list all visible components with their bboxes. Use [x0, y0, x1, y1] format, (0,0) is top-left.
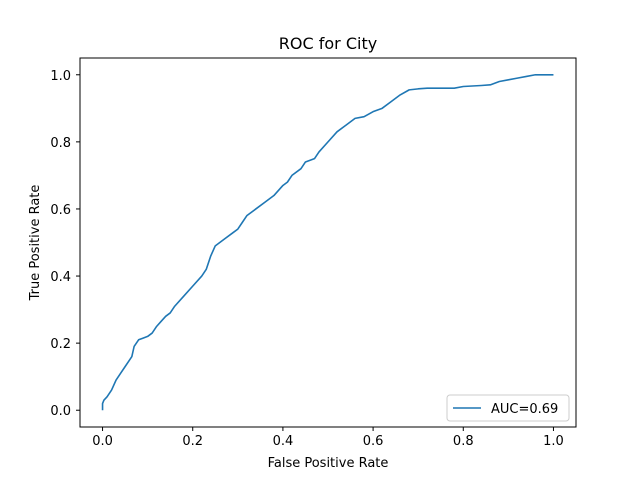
x-tick-label: 0.2	[182, 434, 203, 449]
y-tick-label: 0.0	[50, 404, 71, 419]
chart-title: ROC for City	[279, 34, 377, 53]
series-layer	[101, 73, 554, 411]
y-tick-label: 0.2	[50, 337, 71, 352]
y-tick-label: 0.4	[50, 270, 71, 285]
y-tick-label: 0.8	[50, 136, 71, 151]
y-tick-label: 1.0	[50, 69, 71, 84]
y-axis: 0.0 0.2 0.4 0.6 0.8 1.0	[50, 69, 80, 419]
x-tick-label: 0.0	[92, 434, 113, 449]
plot-area	[79, 57, 577, 428]
x-axis: 0.0 0.2 0.4 0.6 0.8 1.0	[92, 427, 564, 449]
legend-box	[446, 394, 570, 422]
x-tick-label: 0.8	[453, 434, 474, 449]
roc-curve	[101, 73, 554, 411]
x-tick-label: 1.0	[543, 434, 564, 449]
y-tick-label: 0.6	[50, 203, 71, 218]
x-tick-label: 0.6	[363, 434, 384, 449]
x-axis-label: False Positive Rate	[268, 456, 389, 471]
y-axis-label: True Positive Rate	[28, 185, 43, 302]
legend-label: AUC=0.69	[491, 402, 558, 417]
legend: AUC=0.69	[446, 394, 570, 422]
x-tick-label: 0.4	[273, 434, 294, 449]
